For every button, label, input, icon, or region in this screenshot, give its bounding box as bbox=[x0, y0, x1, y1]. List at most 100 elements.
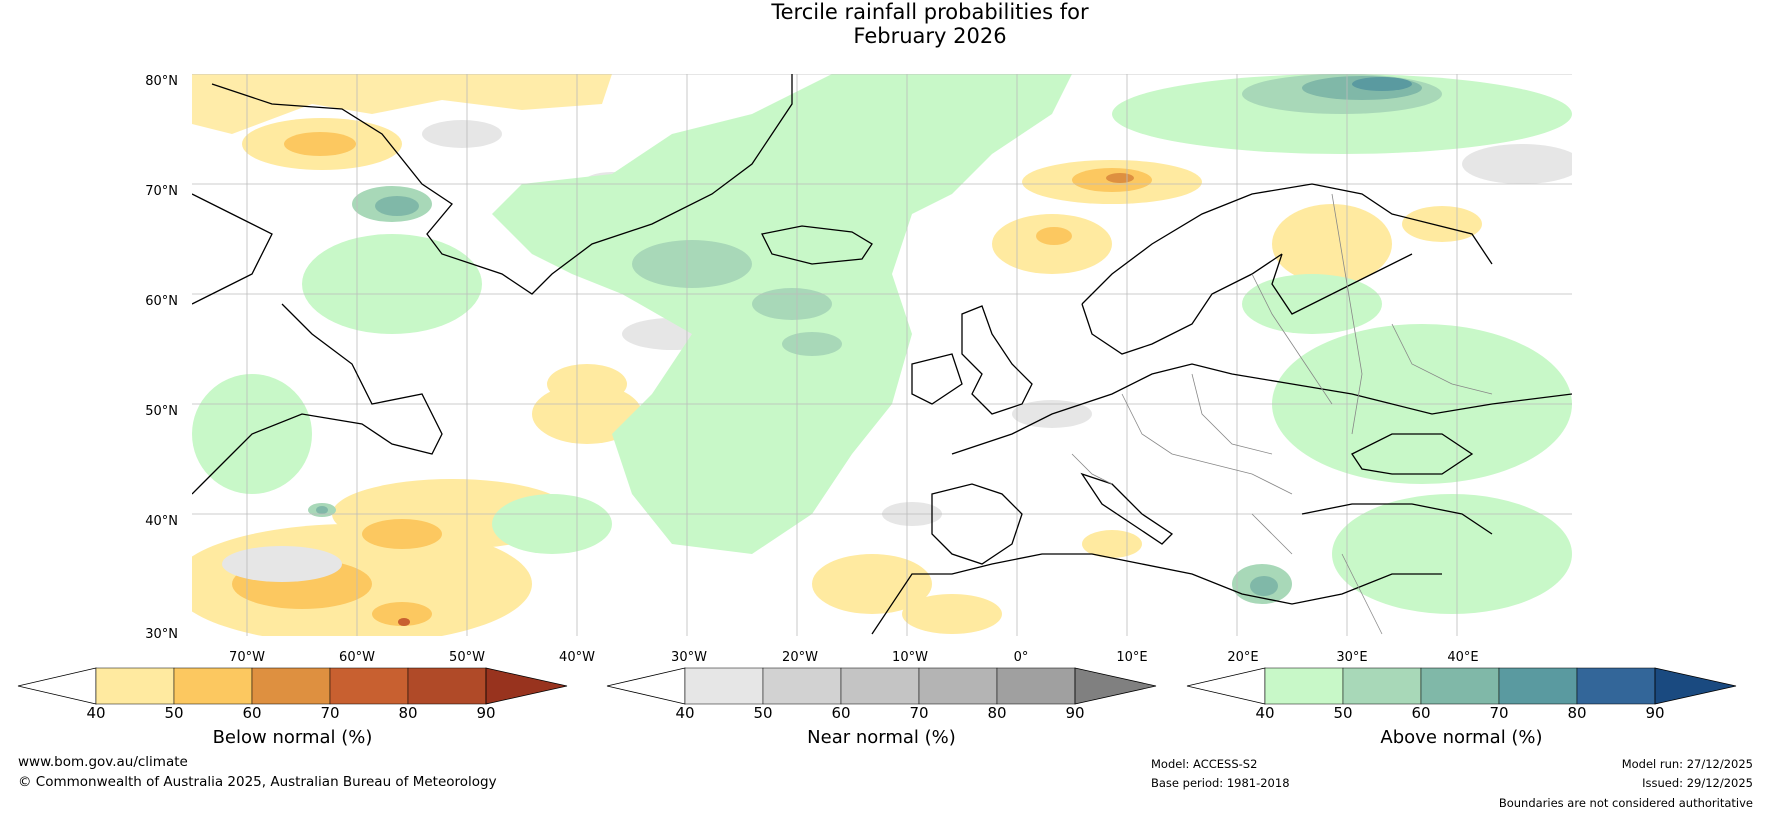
colorbar-below-normal bbox=[17, 667, 568, 705]
cbar-above-tick: 70 bbox=[1489, 704, 1509, 722]
patch-below-40 bbox=[532, 384, 642, 444]
coastline-iberia bbox=[931, 483, 1023, 565]
lon-label-20e: 20°E bbox=[1227, 650, 1259, 665]
patch-above-40 bbox=[1332, 494, 1572, 614]
lon-label-10w: 10°W bbox=[892, 650, 928, 665]
patch-above-50 bbox=[632, 240, 752, 288]
coastline-europe bbox=[951, 363, 1572, 455]
map-svg bbox=[192, 74, 1572, 636]
lon-label-70w: 70°W bbox=[229, 650, 265, 665]
cbar-above-50-60 bbox=[1342, 667, 1422, 705]
patch-near-40 bbox=[1462, 144, 1572, 184]
patch-near-40 bbox=[422, 120, 502, 148]
cbar-above-ext-low bbox=[1186, 667, 1266, 705]
coastline-ireland bbox=[911, 353, 963, 405]
cbar-below-tick: 90 bbox=[476, 704, 496, 722]
cbar-above-70-80 bbox=[1498, 667, 1578, 705]
cbar-below-50-60 bbox=[173, 667, 253, 705]
lon-label-0: 0° bbox=[1013, 650, 1029, 665]
cbar-below-tick: 40 bbox=[86, 704, 106, 722]
coastline-scandinavia bbox=[1081, 183, 1493, 305]
patch-below-60 bbox=[1106, 173, 1134, 183]
coastline-italy bbox=[1080, 472, 1174, 545]
cbar-near-title: Near normal (%) bbox=[807, 727, 956, 748]
patch-below-40 bbox=[547, 364, 627, 404]
title-line-2: February 2026 bbox=[853, 24, 1007, 48]
coastline-britain bbox=[961, 305, 1033, 415]
footer-disclaimer: Boundaries are not considered authoritat… bbox=[1498, 796, 1753, 810]
cbar-below-tick: 80 bbox=[398, 704, 418, 722]
coastline-north-africa bbox=[871, 553, 1442, 635]
coastline-norway-south bbox=[1081, 253, 1283, 355]
footer-base-period: Base period: 1981-2018 bbox=[1151, 776, 1290, 790]
coastline-canada bbox=[192, 193, 273, 305]
cbar-above-ext-high bbox=[1654, 667, 1737, 705]
patch-above-40 bbox=[492, 494, 612, 554]
coastline-finland bbox=[1271, 253, 1413, 315]
lon-label-40e: 40°E bbox=[1447, 650, 1479, 665]
cbar-near-70-80 bbox=[918, 667, 998, 705]
footer-copyright: © Commonwealth of Australia 2025, Austra… bbox=[18, 774, 497, 790]
rainfall-probability-map bbox=[192, 74, 1572, 636]
cbar-above-tick: 90 bbox=[1645, 704, 1665, 722]
map-title: Tercile rainfall probabilities for Febru… bbox=[0, 0, 1770, 48]
cbar-below-tick: 50 bbox=[164, 704, 184, 722]
lon-label-20w: 20°W bbox=[782, 650, 818, 665]
lon-label-50w: 50°W bbox=[449, 650, 485, 665]
cbar-above-40-50 bbox=[1264, 667, 1344, 705]
lon-label-60w: 60°W bbox=[339, 650, 375, 665]
footer-website: www.bom.gov.au/climate bbox=[18, 754, 188, 770]
cbar-below-tick: 70 bbox=[320, 704, 340, 722]
patch-below-40 bbox=[902, 594, 1002, 634]
patch-below-50 bbox=[284, 132, 356, 156]
patch-above-70 bbox=[1352, 77, 1412, 91]
patch-below-40 bbox=[1402, 206, 1482, 242]
patch-below-50 bbox=[1036, 227, 1072, 245]
colorbar-above-normal bbox=[1186, 667, 1737, 705]
cbar-near-tick: 50 bbox=[753, 704, 773, 722]
colorbar-above-svg bbox=[1186, 667, 1737, 705]
cbar-near-tick: 90 bbox=[1065, 704, 1085, 722]
patch-below-40 bbox=[192, 74, 612, 134]
cbar-near-ext-low bbox=[606, 667, 686, 705]
cbar-above-tick: 80 bbox=[1567, 704, 1587, 722]
cbar-near-50-60 bbox=[762, 667, 842, 705]
lat-label-60n: 60°N bbox=[145, 294, 178, 309]
patch-above-60 bbox=[375, 196, 419, 216]
patch-below-50 bbox=[372, 602, 432, 626]
cbar-below-tick: 60 bbox=[242, 704, 262, 722]
patch-below-50 bbox=[362, 519, 442, 549]
cbar-near-80-90 bbox=[996, 667, 1076, 705]
cbar-below-40-50 bbox=[95, 667, 175, 705]
cbar-below-ext-low bbox=[17, 667, 97, 705]
cbar-near-40-50 bbox=[684, 667, 764, 705]
patch-above-40 bbox=[302, 234, 482, 334]
lon-label-40w: 40°W bbox=[559, 650, 595, 665]
cbar-near-tick: 60 bbox=[831, 704, 851, 722]
cbar-below-80-90 bbox=[407, 667, 487, 705]
colorbar-near-svg bbox=[606, 667, 1157, 705]
footer-model-run: Model run: 27/12/2025 bbox=[1621, 757, 1753, 771]
patch-near-40 bbox=[222, 546, 342, 582]
patch-below-40 bbox=[1272, 204, 1392, 284]
lon-label-30w: 30°W bbox=[671, 650, 707, 665]
cbar-below-title: Below normal (%) bbox=[212, 727, 373, 748]
coastline-black-sea bbox=[1351, 433, 1474, 475]
footer-model: Model: ACCESS-S2 bbox=[1151, 757, 1258, 771]
cbar-near-ext-high bbox=[1074, 667, 1157, 705]
cbar-near-tick: 80 bbox=[987, 704, 1007, 722]
cbar-above-tick: 50 bbox=[1333, 704, 1353, 722]
cbar-below-70-80 bbox=[329, 667, 409, 705]
title-line-1: Tercile rainfall probabilities for bbox=[771, 0, 1089, 24]
cbar-above-80-90 bbox=[1576, 667, 1656, 705]
lon-label-10e: 10°E bbox=[1116, 650, 1148, 665]
coastlines bbox=[192, 74, 1572, 635]
patch-above-50 bbox=[752, 288, 832, 320]
patch-below-40 bbox=[812, 554, 932, 614]
lat-label-40n: 40°N bbox=[145, 514, 178, 529]
lat-label-50n: 50°N bbox=[145, 404, 178, 419]
patch-above-50 bbox=[782, 332, 842, 356]
lat-label-70n: 70°N bbox=[145, 184, 178, 199]
cbar-below-60-70 bbox=[251, 667, 331, 705]
coastline-iceland bbox=[761, 225, 873, 265]
